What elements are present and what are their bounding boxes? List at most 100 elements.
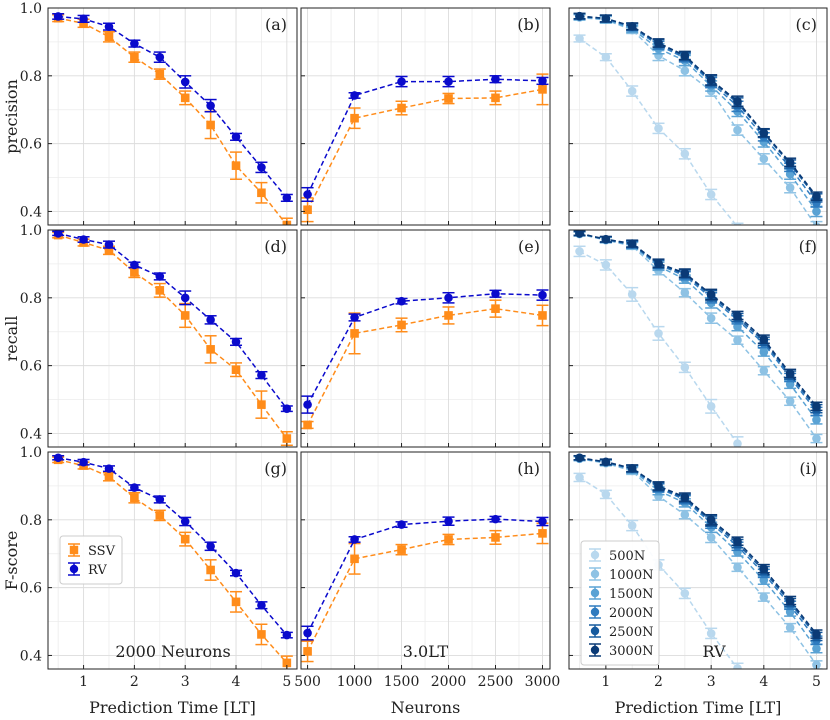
data-point	[627, 521, 637, 530]
data-point	[575, 230, 584, 238]
x-tick-label: 1	[79, 674, 88, 690]
data-point	[130, 483, 139, 492]
data-point	[206, 541, 215, 551]
data-point	[491, 533, 500, 542]
data-point	[733, 222, 742, 225]
data-point	[231, 132, 241, 142]
x-axis-label: Prediction Time [LT]	[89, 698, 256, 717]
data-point	[231, 365, 241, 374]
data-point	[206, 120, 215, 130]
y-tick-label: 0.6	[20, 137, 42, 153]
data-point	[104, 22, 114, 31]
data-point	[601, 14, 611, 23]
data-point	[785, 396, 795, 406]
data-point	[654, 329, 663, 338]
data-point	[155, 272, 165, 281]
data-point	[397, 296, 406, 306]
y-tick-label: 0.6	[20, 359, 42, 375]
panel-label: (d)	[264, 237, 287, 256]
data-point	[733, 439, 742, 447]
data-point	[680, 288, 690, 298]
data-point	[231, 597, 241, 607]
series-3000n	[573, 230, 823, 412]
data-point	[575, 473, 584, 482]
data-point	[79, 18, 88, 28]
legend-item: 2500N	[589, 624, 653, 640]
data-point	[303, 647, 312, 656]
panel-annotation: RV	[702, 642, 725, 661]
data-point	[79, 14, 88, 24]
series-ssv	[301, 73, 549, 223]
data-point	[53, 230, 63, 238]
legend-label: SSV	[88, 544, 116, 559]
plot-area	[301, 452, 550, 669]
data-point	[491, 304, 500, 313]
data-point	[812, 207, 821, 216]
data-point	[575, 34, 584, 43]
y-tick-label: 0.4	[20, 648, 42, 664]
legend-marker	[590, 588, 600, 598]
series-ssv	[301, 299, 549, 430]
data-point	[206, 315, 215, 325]
x-axis-label: Prediction Time [LT]	[615, 698, 782, 717]
data-point	[627, 463, 637, 473]
data-point	[733, 536, 742, 546]
legend-item: 1000N	[589, 567, 653, 583]
series-line	[579, 15, 818, 197]
panel-f: (f)	[568, 229, 828, 448]
legend-label: 500N	[609, 549, 645, 564]
panel-b: (b)	[300, 7, 551, 226]
data-point	[759, 592, 769, 602]
series-rv	[301, 514, 549, 641]
series-rv	[301, 74, 549, 203]
series-line	[306, 78, 543, 195]
data-point	[257, 188, 266, 198]
error-bar	[280, 217, 293, 225]
data-point	[444, 293, 453, 303]
data-point	[350, 91, 359, 100]
panel-d: 0.4 0.6 0.8 1.0 (d) recall	[2, 223, 298, 448]
data-point	[680, 149, 690, 159]
data-point	[104, 240, 114, 249]
data-point	[282, 193, 292, 203]
data-point	[627, 86, 637, 96]
y-tick-label: 0.4	[20, 426, 42, 442]
legend-item: RV	[68, 562, 107, 578]
data-point	[397, 545, 406, 554]
data-point	[785, 157, 795, 167]
data-point	[812, 434, 821, 443]
legend: 500N 1000N 1500N 2000N 2500N 3000N	[580, 540, 660, 666]
data-point	[491, 74, 500, 84]
data-point	[733, 562, 742, 572]
data-point	[350, 535, 359, 544]
series-group	[573, 11, 823, 225]
data-point	[231, 337, 241, 347]
panel-a: 0.4 0.6 0.8 1.0 (a) precision	[2, 1, 298, 226]
panel-g: 0.4 0.6 0.8 1.0 1 2 3 4 5 (g) F-score Prediction Ti…	[2, 445, 298, 717]
data-point	[397, 520, 406, 529]
y-tick-label: 0.8	[20, 291, 42, 307]
plot-frame	[47, 7, 298, 226]
y-axis-label: precision	[2, 79, 21, 154]
plot-frame	[568, 451, 828, 670]
x-tick-label: 2	[654, 674, 663, 690]
data-point	[601, 234, 611, 244]
legend-label: 1000N	[609, 568, 653, 583]
data-point	[282, 630, 292, 640]
data-point	[79, 235, 88, 244]
x-tick-label: 3	[181, 674, 190, 690]
data-point	[759, 154, 769, 164]
series-line	[579, 232, 818, 407]
data-point	[538, 529, 547, 538]
data-point	[575, 247, 584, 256]
series-ssv	[52, 13, 293, 225]
series-line	[306, 292, 543, 405]
data-point	[812, 660, 821, 669]
panel-e: (e)	[300, 229, 551, 448]
series-500n	[573, 34, 744, 225]
data-point	[706, 190, 716, 199]
panel-label: (b)	[517, 15, 540, 34]
x-tick-label: 1000	[337, 674, 373, 690]
data-point	[206, 345, 215, 354]
